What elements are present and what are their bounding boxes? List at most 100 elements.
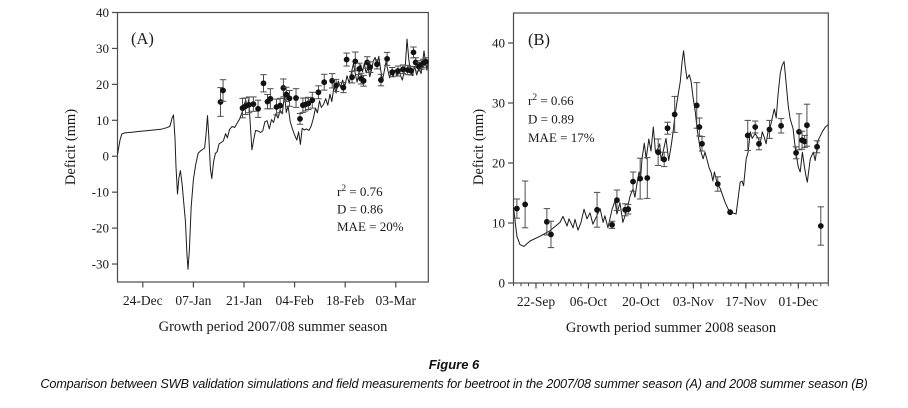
measurement-point [804, 122, 810, 129]
y-tick-label: 40 [96, 5, 109, 20]
figure-caption: Figure 6 Comparison between SWB validati… [0, 357, 908, 391]
measurement-point [609, 221, 615, 228]
stat-r2: r2 = 0.76 [337, 184, 383, 199]
measurement-point [422, 58, 429, 65]
measurement-point [374, 61, 380, 68]
measurement-point [625, 206, 632, 213]
y-tick-label: 0 [103, 149, 110, 164]
measurement-point [343, 56, 350, 63]
measurement-point [644, 175, 651, 181]
measurement-point [293, 95, 299, 101]
measurement-point [796, 128, 802, 135]
measurement-point [286, 95, 293, 102]
x-tick-label: 07-Jan [175, 293, 211, 308]
measurement-point [329, 77, 336, 84]
y-tick-label: 30 [96, 41, 109, 56]
stat-d: D = 0.86 [337, 202, 383, 217]
measurement-point [693, 102, 700, 109]
y-tick-label: 10 [96, 113, 109, 128]
figure-caption-title: Figure 6 [428, 357, 480, 372]
sim-line [117, 38, 429, 270]
x-axis-title: Growth period 2007/08 summer season [159, 319, 388, 335]
y-tick-label: -20 [92, 221, 109, 236]
measurement-point [412, 59, 419, 66]
measurement-point [217, 99, 224, 105]
measurement-point [801, 138, 808, 145]
measurement-point [400, 66, 406, 73]
measurement-point [752, 124, 759, 130]
y-tick-label: 10 [492, 216, 505, 231]
measurement-point [793, 149, 799, 156]
measurement-point [315, 89, 322, 96]
measurement-point [260, 80, 267, 87]
measurement-point [817, 223, 824, 229]
x-tick-label: 17-Nov [725, 294, 766, 309]
measurement-point [250, 101, 257, 108]
measurement-point [614, 197, 620, 204]
measurement-point [661, 156, 668, 163]
measurement-point [744, 132, 751, 139]
measurement-point [360, 77, 367, 84]
x-tick-label: 06-Oct [570, 294, 608, 309]
measurement-point [410, 49, 417, 56]
measurement-point [378, 77, 384, 83]
measurement-point [267, 95, 274, 102]
charts-svg: -30 -20 -10 0 10 20 30 40 24-Dec 07-Jan 21-Jan 04-F… [63, 5, 829, 336]
x-tick-label: 01-Dec [778, 294, 818, 309]
y-tick-label: 20 [492, 156, 505, 171]
measurement-point [655, 149, 662, 156]
measurement-point [756, 140, 762, 147]
measurement-point [727, 209, 734, 216]
panel-label: (B) [528, 30, 550, 49]
measurement-point [594, 206, 600, 213]
measurement-point [664, 125, 671, 132]
x-tick-label: 03-Nov [673, 294, 714, 309]
measurement-point [367, 64, 374, 71]
x-tick-label: 21-Jan [226, 293, 262, 308]
y-tick-label: 30 [492, 96, 505, 111]
measurement-point [766, 126, 773, 133]
measurement-point [699, 140, 705, 147]
sim-line [513, 50, 829, 247]
measurement-point [246, 101, 252, 108]
stat-r2: r2 = 0.66 [528, 93, 574, 108]
measurement-point [384, 55, 391, 62]
stat-mae: MAE = 20% [337, 219, 404, 234]
y-tick-label: 40 [492, 36, 505, 51]
x-tick-label: 04-Feb [275, 293, 313, 308]
measurement-point [513, 205, 520, 212]
y-tick-label: -30 [92, 257, 109, 272]
stat-d: D = 0.89 [528, 112, 574, 127]
stat-mae: MAE = 17% [528, 130, 595, 145]
y-axis-title: Deficit (mm) [471, 109, 487, 185]
y-axis-title: Deficit (mm) [63, 109, 79, 185]
plot-frame [116, 11, 429, 283]
measurement-point [389, 69, 396, 76]
measurement-point [349, 74, 355, 81]
measurement-point [395, 68, 401, 74]
measurement-point [548, 231, 554, 238]
measurement-point [280, 85, 287, 91]
measurement-point [309, 97, 316, 104]
measurement-point [220, 87, 226, 94]
measurement-point [814, 143, 820, 150]
measurement-point [356, 66, 363, 72]
y-tick-label: -10 [92, 185, 109, 200]
measurement-point [255, 105, 261, 112]
x-tick-label: 20-Oct [622, 294, 660, 309]
measurement-point [671, 111, 678, 118]
measurement-point [340, 84, 347, 91]
figure-caption-body: Comparison between SWB validation simula… [40, 377, 868, 391]
x-axis-title: Growth period summer 2008 season [566, 320, 777, 336]
y-tick-label: 20 [96, 77, 109, 92]
measurement-point [522, 201, 529, 208]
measurement-point [778, 122, 784, 129]
y-tick-label: 0 [499, 276, 506, 291]
measurement-point [637, 175, 644, 182]
measurement-point [630, 178, 636, 185]
measurement-point [714, 181, 721, 187]
x-tick-label: 18-Feb [326, 293, 364, 308]
measurement-point [283, 91, 290, 98]
chart-panel-a: -30 -20 -10 0 10 20 30 40 24-Dec 07-Jan 21-Jan 04-F… [63, 5, 429, 335]
